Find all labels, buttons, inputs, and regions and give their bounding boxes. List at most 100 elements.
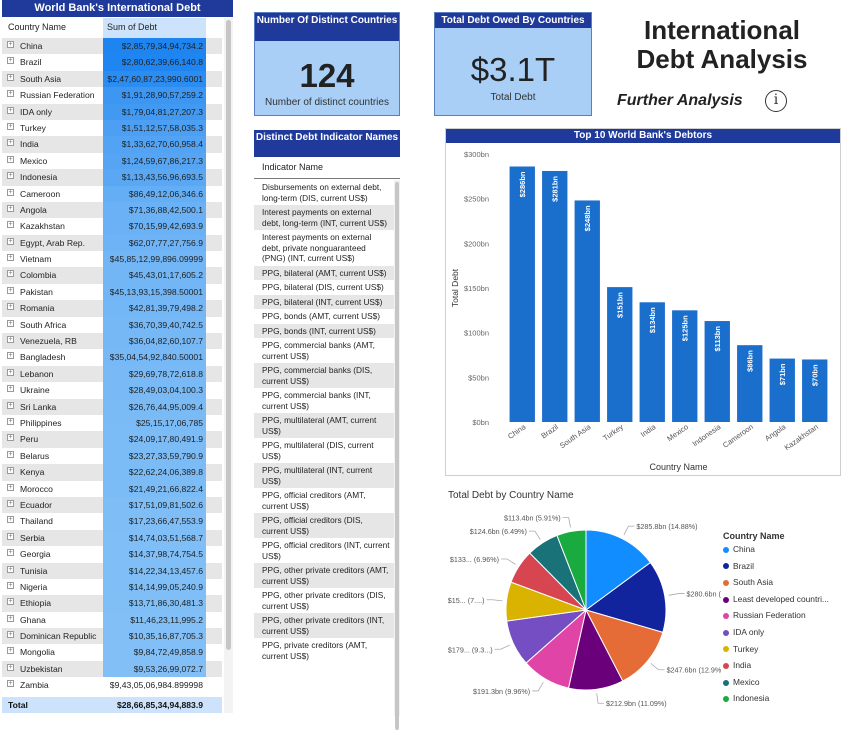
indicator-list-item[interactable]: PPG, other private creditors (INT, curre… bbox=[254, 613, 394, 638]
table-row[interactable]: + Peru $24,09,17,80,491.9 bbox=[2, 431, 222, 448]
table-row[interactable]: + Egypt, Arab Rep. $62,07,77,27,756.9 bbox=[2, 234, 222, 252]
table-row[interactable]: + India $1,33,62,70,60,958.4 bbox=[2, 136, 222, 153]
expand-icon[interactable]: + bbox=[7, 73, 14, 81]
table-row[interactable]: + Mongolia $9,84,72,49,858.9 bbox=[2, 644, 222, 661]
table-row[interactable]: + Ecuador $17,51,09,81,502.6 bbox=[2, 496, 222, 514]
table-row[interactable]: + Pakistan $45,13,93,15,398.50001 bbox=[2, 283, 222, 301]
table-row[interactable]: + IDA only $1,79,04,81,27,207.3 bbox=[2, 103, 222, 120]
indicator-list-item[interactable]: PPG, official creditors (DIS, current US… bbox=[254, 513, 394, 538]
table-row[interactable]: + Vietnam $45,85,12,99,896.09999 bbox=[2, 251, 222, 268]
legend-item[interactable]: Least developed countri... bbox=[723, 594, 841, 611]
table-row[interactable]: + Russian Federation $1,91,28,90,57,259.2 bbox=[2, 87, 222, 104]
expand-icon[interactable]: + bbox=[7, 155, 14, 163]
expand-icon[interactable]: + bbox=[7, 516, 14, 524]
table-row[interactable]: + Uzbekistan $9,53,26,99,072.7 bbox=[2, 660, 222, 678]
table-row[interactable]: + Morocco $21,49,21,66,822.4 bbox=[2, 480, 222, 497]
expand-icon[interactable]: + bbox=[7, 467, 14, 475]
table-row[interactable]: + Kenya $22,62,24,06,389.8 bbox=[2, 464, 222, 481]
table-row[interactable]: + South Africa $36,70,39,40,742.5 bbox=[2, 316, 222, 334]
expand-icon[interactable]: + bbox=[7, 680, 14, 688]
expand-icon[interactable]: + bbox=[7, 499, 14, 507]
table-row[interactable]: + Brazil $2,80,62,39,66,140.8 bbox=[2, 54, 222, 71]
indicator-list-item[interactable]: PPG, official creditors (AMT, current US… bbox=[262, 490, 366, 511]
expand-icon[interactable]: + bbox=[7, 57, 14, 65]
table-row[interactable]: + Nigeria $14,14,99,05,240.9 bbox=[2, 578, 222, 596]
legend-item[interactable]: IDA only bbox=[723, 627, 841, 644]
table-row[interactable]: + Sri Lanka $26,76,44,95,009.4 bbox=[2, 398, 222, 415]
indicator-list-item[interactable]: PPG, private creditors (AMT, current US$… bbox=[262, 640, 368, 661]
column-header-debt[interactable]: Sum of Debt bbox=[107, 22, 158, 32]
indicator-list-item[interactable]: PPG, bilateral (DIS, current US$) bbox=[262, 282, 384, 292]
table-row[interactable]: + Venezuela, RB $36,04,82,60,107.7 bbox=[2, 333, 222, 350]
expand-icon[interactable]: + bbox=[7, 549, 14, 557]
indicator-list-item[interactable]: PPG, commercial banks (DIS, current US$) bbox=[254, 363, 394, 388]
legend-item[interactable]: Russian Federation bbox=[723, 610, 841, 627]
legend-item[interactable]: Brazil bbox=[723, 561, 841, 578]
table-row[interactable]: + Lebanon $29,69,78,72,618.8 bbox=[2, 365, 222, 383]
indicator-list-item[interactable]: PPG, other private creditors (AMT, curre… bbox=[254, 563, 394, 588]
indicator-column-header[interactable]: Indicator Name bbox=[254, 157, 400, 179]
expand-icon[interactable]: + bbox=[7, 122, 14, 130]
indicator-list-item[interactable]: Interest payments on external debt, priv… bbox=[262, 232, 372, 263]
indicator-list-item[interactable]: PPG, commercial banks (AMT, current US$) bbox=[262, 340, 375, 361]
indicator-list-item[interactable]: PPG, bilateral (AMT, current US$) bbox=[254, 265, 394, 280]
table-row[interactable]: + Zambia $9,43,05,06,984.899998 bbox=[2, 677, 222, 694]
expand-icon[interactable]: + bbox=[7, 188, 14, 196]
table-row[interactable]: + Thailand $17,23,66,47,553.9 bbox=[2, 513, 222, 530]
expand-icon[interactable]: + bbox=[7, 598, 14, 606]
legend-item[interactable]: India bbox=[723, 660, 841, 677]
expand-icon[interactable]: + bbox=[7, 303, 14, 311]
expand-icon[interactable]: + bbox=[7, 401, 14, 409]
indicator-list-item[interactable]: PPG, bonds (AMT, current US$) bbox=[262, 311, 381, 321]
column-header-country[interactable]: Country Name bbox=[8, 22, 67, 32]
table-row[interactable]: + Romania $42,81,39,79,498.2 bbox=[2, 300, 222, 317]
table-row[interactable]: + South Asia $2,47,60,87,23,990.6001 bbox=[2, 70, 222, 88]
indicator-list-item[interactable]: Interest payments on external debt, long… bbox=[254, 205, 394, 230]
expand-icon[interactable]: + bbox=[7, 172, 14, 180]
legend-item[interactable]: South Asia bbox=[723, 577, 841, 594]
table-row[interactable]: + Bangladesh $35,04,54,92,840.50001 bbox=[2, 349, 222, 366]
legend-item[interactable]: Indonesia bbox=[723, 693, 841, 710]
expand-icon[interactable]: + bbox=[7, 614, 14, 622]
expand-icon[interactable]: + bbox=[7, 647, 14, 655]
table-row[interactable]: + Ukraine $28,49,03,04,100.3 bbox=[2, 382, 222, 399]
further-analysis-link[interactable]: Further Analysis bbox=[617, 92, 743, 109]
expand-icon[interactable]: + bbox=[7, 204, 14, 212]
indicator-list-item[interactable]: PPG, official creditors (INT, current US… bbox=[262, 540, 390, 561]
table-scrollbar-thumb[interactable] bbox=[226, 20, 231, 650]
expand-icon[interactable]: + bbox=[7, 483, 14, 491]
table-row[interactable]: + Serbia $14,74,03,51,568.7 bbox=[2, 529, 222, 547]
indicator-list-item[interactable]: PPG, multilateral (INT, current US$) bbox=[254, 463, 394, 488]
expand-icon[interactable]: + bbox=[7, 336, 14, 344]
expand-icon[interactable]: + bbox=[7, 139, 14, 147]
expand-icon[interactable]: + bbox=[7, 221, 14, 229]
indicator-list-item[interactable]: PPG, commercial banks (INT, current US$) bbox=[262, 390, 371, 411]
expand-icon[interactable]: + bbox=[7, 565, 14, 573]
table-row[interactable]: + Indonesia $1,13,43,56,96,693.5 bbox=[2, 169, 222, 186]
expand-icon[interactable]: + bbox=[7, 581, 14, 589]
expand-icon[interactable]: + bbox=[7, 319, 14, 327]
expand-icon[interactable]: + bbox=[7, 237, 14, 245]
table-row[interactable]: + Ethiopia $13,71,86,30,481.3 bbox=[2, 595, 222, 612]
indicator-list-item[interactable]: PPG, other private creditors (DIS, curre… bbox=[262, 590, 386, 611]
table-row[interactable]: + Belarus $23,27,33,59,790.9 bbox=[2, 447, 222, 465]
table-row[interactable]: + Ghana $11,46,23,11,995.2 bbox=[2, 611, 222, 629]
table-row[interactable]: + Cameroon $86,49,12,06,346.6 bbox=[2, 185, 222, 202]
table-row[interactable]: + Georgia $14,37,98,74,754.5 bbox=[2, 546, 222, 563]
indicator-list-item[interactable]: PPG, bonds (INT, current US$) bbox=[254, 323, 394, 338]
legend-item[interactable]: China bbox=[723, 544, 841, 561]
legend-item[interactable]: Mexico bbox=[723, 677, 841, 694]
table-row[interactable]: + Dominican Republic $10,35,16,87,705.3 bbox=[2, 628, 222, 645]
info-icon[interactable]: i bbox=[765, 90, 787, 112]
indicator-list-item[interactable]: PPG, multilateral (DIS, current US$) bbox=[262, 440, 374, 461]
table-row[interactable]: + Kazakhstan $70,15,99,42,693.9 bbox=[2, 218, 222, 235]
expand-icon[interactable]: + bbox=[7, 631, 14, 639]
indicator-list-item[interactable]: PPG, bilateral (INT, current US$) bbox=[254, 294, 394, 309]
expand-icon[interactable]: + bbox=[7, 254, 14, 262]
expand-icon[interactable]: + bbox=[7, 385, 14, 393]
expand-icon[interactable]: + bbox=[7, 286, 14, 294]
expand-icon[interactable]: + bbox=[7, 270, 14, 278]
table-row[interactable]: + China $2,85,79,34,94,734.2 bbox=[2, 38, 222, 55]
table-row[interactable]: + Colombia $45,43,01,17,605.2 bbox=[2, 267, 222, 284]
expand-icon[interactable]: + bbox=[7, 417, 14, 425]
